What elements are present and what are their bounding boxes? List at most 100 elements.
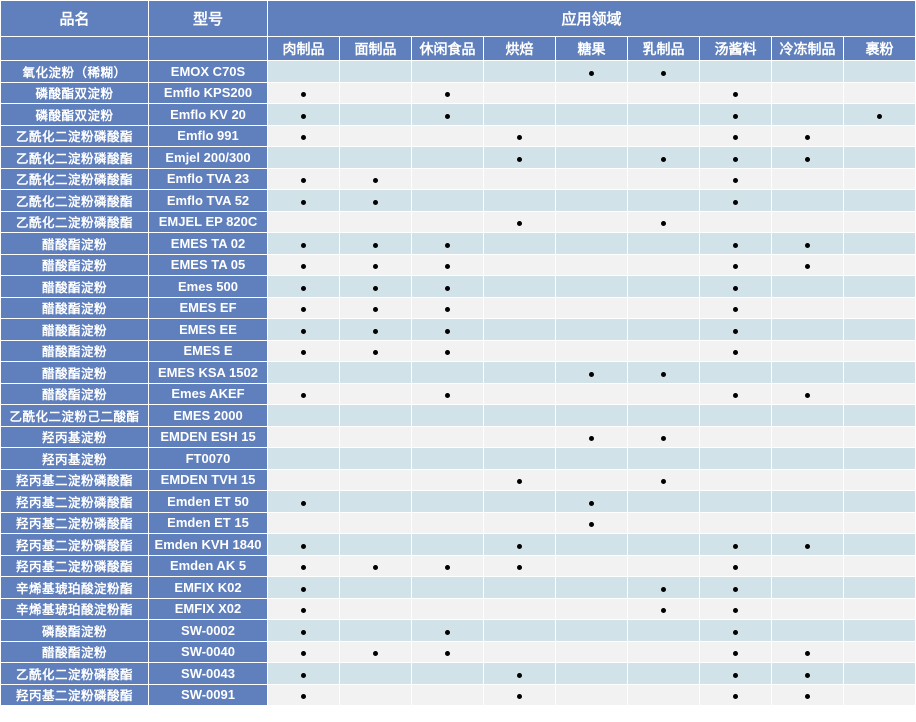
category-header: 裹粉 bbox=[842, 36, 916, 61]
application-cell bbox=[842, 146, 916, 169]
application-cell bbox=[555, 447, 628, 470]
application-cell bbox=[555, 60, 628, 83]
applicable-dot-icon bbox=[733, 178, 738, 184]
application-cell bbox=[555, 683, 628, 706]
product-model: EMOX C70S bbox=[148, 60, 268, 83]
application-cell bbox=[411, 597, 484, 620]
product-model: SW-0091 bbox=[148, 683, 268, 706]
application-cell bbox=[339, 490, 412, 513]
applicable-dot-icon bbox=[733, 672, 738, 678]
application-cell bbox=[267, 490, 340, 513]
application-cell bbox=[555, 189, 628, 212]
application-cell bbox=[483, 619, 556, 642]
application-cell bbox=[267, 103, 340, 126]
applicable-dot-icon bbox=[517, 221, 522, 227]
application-cell bbox=[483, 253, 556, 276]
application-cell bbox=[411, 103, 484, 126]
applicable-dot-icon bbox=[301, 113, 306, 119]
table-row: 羟丙基淀粉 FT0070 bbox=[0, 447, 916, 470]
application-cell bbox=[555, 81, 628, 104]
product-name: 乙酰化二淀粉己二酸酯 bbox=[0, 404, 149, 427]
product-name: 醋酸酯淀粉 bbox=[0, 361, 149, 384]
application-cell bbox=[555, 619, 628, 642]
application-cell bbox=[555, 275, 628, 298]
application-cell bbox=[627, 339, 700, 362]
application-cell bbox=[771, 318, 844, 341]
application-cell bbox=[411, 662, 484, 685]
application-cell bbox=[699, 339, 772, 362]
application-cell bbox=[699, 533, 772, 556]
application-cell bbox=[699, 146, 772, 169]
application-cell bbox=[555, 554, 628, 577]
product-name: 乙酰化二淀粉磷酸酯 bbox=[0, 167, 149, 190]
application-cell bbox=[699, 511, 772, 534]
application-cell bbox=[627, 146, 700, 169]
application-cell bbox=[483, 167, 556, 190]
application-cell bbox=[483, 576, 556, 599]
application-cell bbox=[267, 318, 340, 341]
application-cell bbox=[411, 124, 484, 147]
application-cell bbox=[627, 382, 700, 405]
application-cell bbox=[555, 253, 628, 276]
application-cell bbox=[771, 490, 844, 513]
applicable-dot-icon bbox=[373, 350, 378, 356]
application-cell bbox=[339, 447, 412, 470]
application-cell bbox=[411, 253, 484, 276]
application-cell bbox=[555, 640, 628, 663]
product-model: EMES EF bbox=[148, 296, 268, 319]
application-cell bbox=[699, 296, 772, 319]
product-model: SW-0040 bbox=[148, 640, 268, 663]
header-name: 品名 bbox=[0, 0, 149, 37]
product-name: 辛烯基琥珀酸淀粉酯 bbox=[0, 597, 149, 620]
applicable-dot-icon bbox=[445, 565, 450, 571]
applicable-dot-icon bbox=[373, 565, 378, 571]
application-cell bbox=[771, 60, 844, 83]
application-cell bbox=[483, 318, 556, 341]
application-cell bbox=[267, 404, 340, 427]
application-cell bbox=[483, 103, 556, 126]
product-model: Emflo TVA 23 bbox=[148, 167, 268, 190]
application-cell bbox=[627, 576, 700, 599]
application-cell bbox=[411, 146, 484, 169]
application-cell bbox=[842, 576, 916, 599]
application-cell bbox=[267, 296, 340, 319]
applicable-dot-icon bbox=[445, 328, 450, 334]
application-cell bbox=[627, 361, 700, 384]
application-cell bbox=[555, 662, 628, 685]
application-cell bbox=[267, 210, 340, 233]
application-cell bbox=[339, 576, 412, 599]
application-cell bbox=[267, 683, 340, 706]
product-model: FT0070 bbox=[148, 447, 268, 470]
application-cell bbox=[339, 554, 412, 577]
application-cell bbox=[699, 318, 772, 341]
application-cell bbox=[699, 597, 772, 620]
applicable-dot-icon bbox=[733, 264, 738, 270]
applicable-dot-icon bbox=[301, 242, 306, 248]
application-cell bbox=[267, 554, 340, 577]
application-cell bbox=[339, 146, 412, 169]
application-cell bbox=[771, 597, 844, 620]
application-cell bbox=[267, 81, 340, 104]
applicable-dot-icon bbox=[373, 242, 378, 248]
application-cell bbox=[339, 640, 412, 663]
applicable-dot-icon bbox=[301, 672, 306, 678]
application-cell bbox=[267, 576, 340, 599]
applicable-dot-icon bbox=[805, 651, 810, 657]
applicable-dot-icon bbox=[733, 285, 738, 291]
application-cell bbox=[411, 81, 484, 104]
applicable-dot-icon bbox=[301, 694, 306, 700]
product-name: 羟丙基淀粉 bbox=[0, 447, 149, 470]
application-cell bbox=[842, 490, 916, 513]
application-cell bbox=[771, 210, 844, 233]
application-cell bbox=[699, 167, 772, 190]
application-cell bbox=[483, 533, 556, 556]
application-cell bbox=[771, 640, 844, 663]
application-cell bbox=[339, 103, 412, 126]
application-cell bbox=[842, 425, 916, 448]
applicable-dot-icon bbox=[733, 113, 738, 119]
table-row: 磷酸酯双淀粉 Emflo KV 20 bbox=[0, 103, 916, 126]
application-cell bbox=[411, 447, 484, 470]
applicable-dot-icon bbox=[301, 393, 306, 399]
application-cell bbox=[699, 124, 772, 147]
application-cell bbox=[483, 425, 556, 448]
